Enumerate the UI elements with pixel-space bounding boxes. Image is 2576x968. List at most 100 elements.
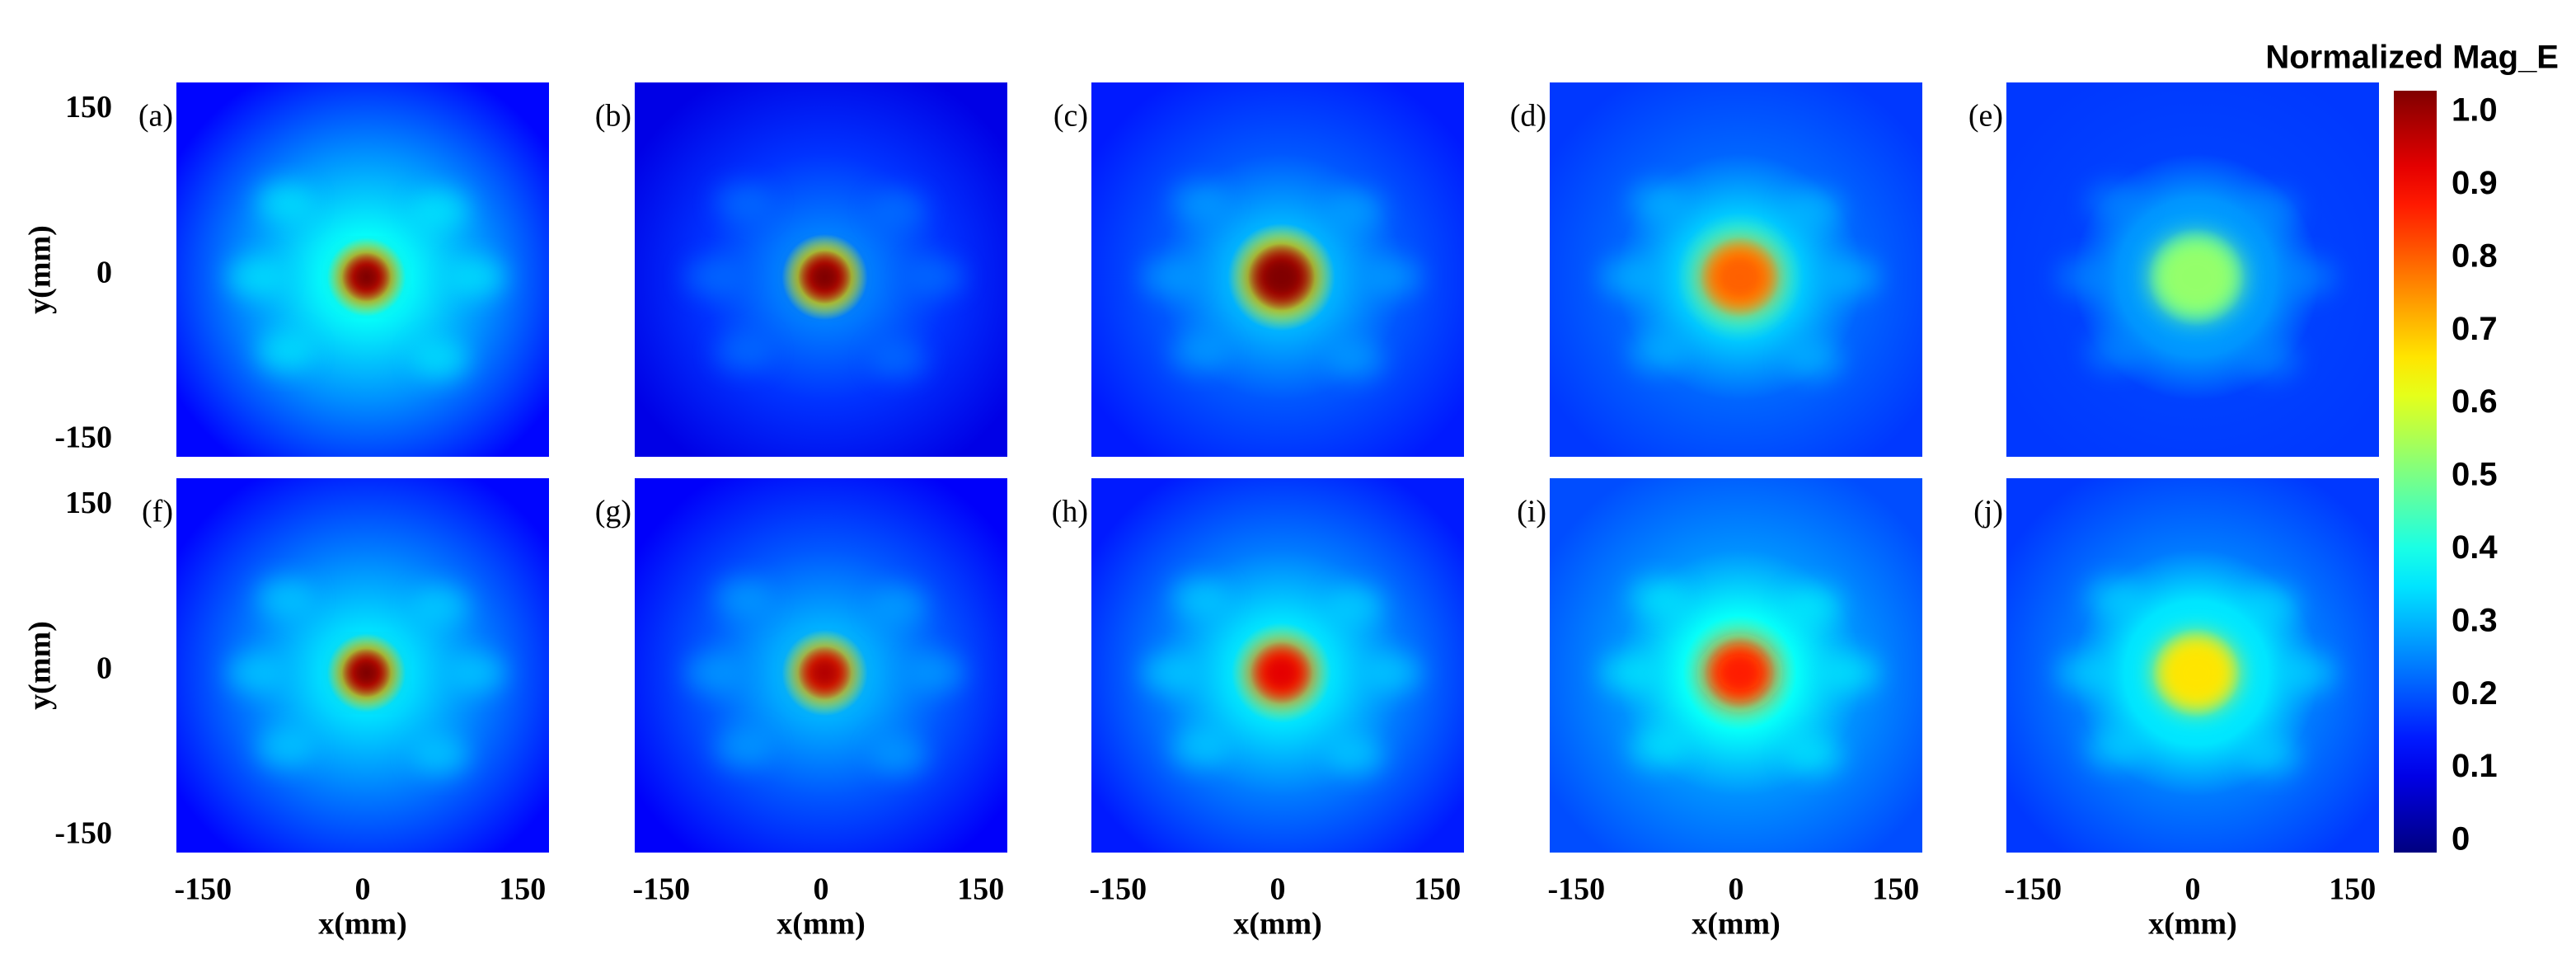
main-lobe xyxy=(1702,243,1777,311)
side-lobe xyxy=(256,182,313,223)
panel-label: (e) xyxy=(1968,99,2003,134)
side-lobe xyxy=(870,339,927,379)
x-tick-label: 0 xyxy=(1729,872,1744,907)
side-lobe xyxy=(412,190,469,230)
colorbar-tick-label: 0.6 xyxy=(2452,383,2498,420)
side-lobe xyxy=(256,578,313,618)
side-lobe xyxy=(1327,339,1384,379)
x-tick-label: 0 xyxy=(814,872,829,907)
x-axis-label: x(mm) xyxy=(777,907,866,942)
main-lobe xyxy=(1250,249,1312,306)
side-lobe xyxy=(1630,182,1687,223)
x-axis-label: x(mm) xyxy=(2148,907,2237,942)
y-tick-label: 0 xyxy=(96,651,112,685)
side-lobe xyxy=(450,257,507,298)
side-lobe xyxy=(450,653,507,693)
side-lobe xyxy=(226,257,283,298)
panel-label: (i) xyxy=(1517,495,1546,529)
main-lobe xyxy=(2155,635,2238,711)
side-lobe xyxy=(1327,585,1384,626)
side-lobe xyxy=(1365,257,1422,298)
x-tick-label: -150 xyxy=(632,872,690,907)
main-lobe xyxy=(2151,236,2242,319)
side-lobe xyxy=(1785,585,1842,626)
heatmap xyxy=(635,82,1007,457)
side-lobe xyxy=(2086,578,2143,618)
x-tick-label: 150 xyxy=(1872,872,1919,907)
side-lobe xyxy=(256,727,313,768)
colorbar-tick-label: 0.4 xyxy=(2452,529,2498,566)
y-tick-label: -150 xyxy=(54,421,112,455)
panel-label: (d) xyxy=(1510,99,1546,134)
colorbar-title: Normalized Mag_E xyxy=(2265,40,2559,76)
side-lobe xyxy=(1630,727,1687,768)
panel-label: (c) xyxy=(1053,99,1088,134)
side-lobe xyxy=(1171,578,1228,618)
panel-label: (a) xyxy=(138,99,173,134)
y-axis-label: y(mm) xyxy=(23,225,58,314)
side-lobe xyxy=(2086,331,2143,372)
side-lobe xyxy=(684,257,741,298)
heatmap xyxy=(1550,82,1922,457)
side-lobe xyxy=(2086,182,2143,223)
side-lobe xyxy=(2056,257,2113,298)
side-lobe xyxy=(870,190,927,230)
side-lobe xyxy=(412,585,469,626)
x-tick-label: 0 xyxy=(2185,872,2201,907)
heatmap xyxy=(1550,478,1922,853)
panel-label: (h) xyxy=(1052,495,1088,529)
colorbar-tick-label: 0.7 xyxy=(2452,311,2498,347)
panel-label: (j) xyxy=(1973,495,2003,529)
colorbar-tick-label: 0.3 xyxy=(2452,602,2498,638)
side-lobe xyxy=(870,735,927,775)
x-tick-label: -150 xyxy=(1089,872,1147,907)
side-lobe xyxy=(412,735,469,775)
side-lobe xyxy=(1823,257,1880,298)
side-lobe xyxy=(1171,182,1228,223)
colorbar-tick-label: 0 xyxy=(2452,821,2470,858)
side-lobe xyxy=(1599,257,1656,298)
heatmap xyxy=(635,478,1007,853)
x-tick-label: 150 xyxy=(1414,872,1461,907)
panel-label: (g) xyxy=(595,495,631,529)
heatmap xyxy=(1091,82,1464,457)
side-lobe xyxy=(1171,727,1228,768)
side-lobe xyxy=(1823,653,1880,693)
side-lobe xyxy=(1785,735,1842,775)
main-lobe xyxy=(800,254,850,300)
x-tick-label: 0 xyxy=(1270,872,1286,907)
side-lobe xyxy=(1630,331,1687,372)
side-lobe xyxy=(2280,257,2337,298)
y-tick-label: -150 xyxy=(54,816,112,851)
side-lobe xyxy=(1599,653,1656,693)
side-lobe xyxy=(2086,727,2143,768)
heatmap xyxy=(176,478,549,853)
x-axis-label: x(mm) xyxy=(1692,907,1781,942)
heatmap xyxy=(1091,478,1464,853)
heatmap xyxy=(176,82,549,457)
side-lobe xyxy=(715,182,772,223)
side-lobe xyxy=(1141,257,1198,298)
y-tick-label: 150 xyxy=(65,486,112,520)
side-lobe xyxy=(1327,735,1384,775)
colorbar-tick-label: 1.0 xyxy=(2452,92,2498,129)
side-lobe xyxy=(2056,653,2113,693)
colorbar-tick-label: 0.2 xyxy=(2452,675,2498,712)
x-tick-label: -150 xyxy=(1547,872,1605,907)
x-tick-label: 150 xyxy=(499,872,546,907)
panel-label: (b) xyxy=(595,99,631,134)
x-tick-label: 150 xyxy=(957,872,1004,907)
side-lobe xyxy=(412,339,469,379)
side-lobe xyxy=(256,331,313,372)
side-lobe xyxy=(2242,339,2299,379)
main-lobe xyxy=(1252,646,1311,699)
side-lobe xyxy=(870,585,927,626)
side-lobe xyxy=(1785,339,1842,379)
x-axis-label: x(mm) xyxy=(1233,907,1322,942)
side-lobe xyxy=(684,653,741,693)
x-tick-label: -150 xyxy=(2004,872,2062,907)
y-tick-label: 150 xyxy=(65,90,112,125)
side-lobe xyxy=(2280,653,2337,693)
side-lobe xyxy=(2242,190,2299,230)
